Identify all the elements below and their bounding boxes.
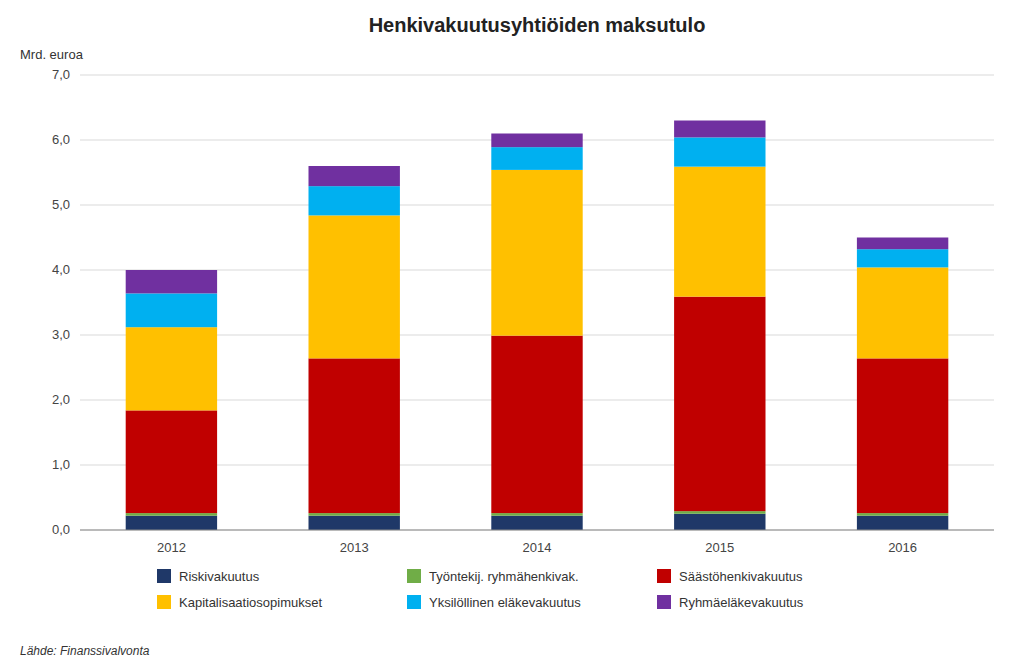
bar-segment <box>491 170 582 336</box>
series <box>126 514 949 530</box>
bar-segment <box>126 327 217 410</box>
bar-segment <box>309 215 400 358</box>
legend-label: Työntekij. ryhmähenkivak. <box>429 569 579 584</box>
x-tick-label: 2013 <box>340 540 369 555</box>
x-tick-label: 2016 <box>888 540 917 555</box>
bar-segment <box>126 513 217 516</box>
legend-item: Ryhmäeläkevakuutus <box>657 595 804 610</box>
y-tick-label: 6,0 <box>52 132 70 147</box>
y-tick-label: 2,0 <box>52 392 70 407</box>
legend-swatch <box>157 595 171 609</box>
series <box>126 121 949 294</box>
legend-swatch <box>657 569 671 583</box>
grid <box>80 75 994 530</box>
legend-item: Työntekij. ryhmähenkivak. <box>407 569 579 584</box>
bar-segment <box>857 267 948 358</box>
y-tick-label: 3,0 <box>52 327 70 342</box>
x-tick-label: 2012 <box>157 540 186 555</box>
bar-segment <box>126 270 217 293</box>
legend-item: Kapitalisaatiosopimukset <box>157 595 322 610</box>
y-tick-label: 1,0 <box>52 457 70 472</box>
legend-swatch <box>657 595 671 609</box>
legend-item: Säästöhenkivakuutus <box>657 569 803 584</box>
bar-segment <box>857 513 948 516</box>
grid-line <box>80 530 994 531</box>
bar-segment <box>674 121 765 138</box>
bar-segment <box>309 166 400 186</box>
legend-label: Yksilöllinen eläkevakuutus <box>429 595 581 610</box>
bar-segment <box>309 513 400 516</box>
legend-swatch <box>157 569 171 583</box>
legend-label: Ryhmäeläkevakuutus <box>679 595 804 610</box>
y-axis-label: Mrd. euroa <box>20 47 84 62</box>
bar-segment <box>674 297 765 512</box>
bars <box>126 121 949 531</box>
legend-item: Riskivakuutus <box>157 569 260 584</box>
y-tick-label: 5,0 <box>52 197 70 212</box>
x-axis-line <box>80 530 994 531</box>
bar-segment <box>126 516 217 530</box>
bar-segment <box>491 516 582 530</box>
bar-segment <box>309 516 400 530</box>
bar-segment <box>491 134 582 148</box>
bar-segment <box>126 293 217 327</box>
legend-label: Säästöhenkivakuutus <box>679 569 803 584</box>
y-axis: 0,0 1,0 2,0 3,0 4,0 5,0 6,0 7,0 <box>52 67 70 537</box>
y-tick-label: 0,0 <box>52 522 70 537</box>
legend-item: Yksilöllinen eläkevakuutus <box>407 595 581 610</box>
source: Lähde: Finanssivalvonta <box>20 644 150 658</box>
legend-swatch <box>407 569 421 583</box>
x-tick-label: 2015 <box>705 540 734 555</box>
bar-segment <box>309 186 400 215</box>
bar-segment <box>857 358 948 513</box>
title: Henkivakuutusyhtiöiden maksutulo <box>369 14 706 36</box>
series <box>126 137 949 327</box>
chart: Henkivakuutusyhtiöiden maksutulo Mrd. eur… <box>0 0 1024 669</box>
bar-segment <box>491 147 582 170</box>
legend-swatch <box>407 595 421 609</box>
bar-segment <box>674 511 765 514</box>
legend-label: Riskivakuutus <box>179 569 260 584</box>
y-tick-label: 4,0 <box>52 262 70 277</box>
y-tick-label: 7,0 <box>52 67 70 82</box>
bar-segment <box>857 516 948 530</box>
bar-segment <box>674 514 765 530</box>
bar-segment <box>674 137 765 166</box>
bar-segment <box>857 249 948 267</box>
series <box>126 167 949 411</box>
bar-segment <box>857 238 948 250</box>
bar-segment <box>491 513 582 516</box>
bar-segment <box>126 410 217 513</box>
grid-line <box>80 75 994 76</box>
bar-segment <box>674 167 765 297</box>
legend: Riskivakuutus Työntekij. ryhmähenkivak. Sä… <box>157 569 804 610</box>
legend-label: Kapitalisaatiosopimukset <box>179 595 322 610</box>
bar-segment <box>491 336 582 513</box>
x-tick-label: 2014 <box>523 540 552 555</box>
x-axis: 2012 2013 2014 2015 2016 <box>157 540 917 555</box>
bar-segment <box>309 358 400 513</box>
